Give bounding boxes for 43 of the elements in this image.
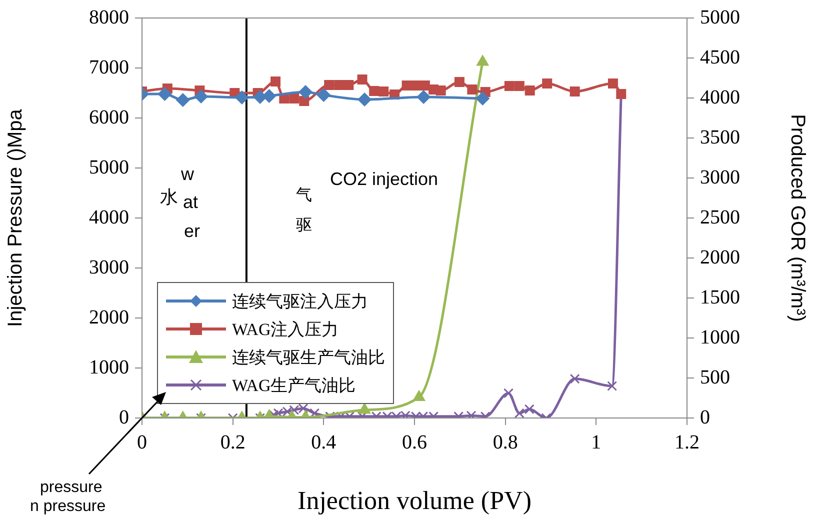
y2-tick-label: 4000 [700, 86, 740, 108]
annotation: at [183, 192, 198, 212]
x-tick-label: 1 [591, 431, 602, 454]
y-axis-title: Injection Pressure ()Mpa [4, 108, 27, 327]
x-tick-label: 0 [137, 431, 147, 454]
x-tick-label: 0.4 [311, 431, 336, 454]
y2-tick-label: 3000 [700, 166, 740, 188]
y2-tick-label: 5000 [700, 6, 740, 28]
y2-axis-title: Produced GOR (m³/m³) [786, 114, 808, 322]
y2-tick-label: 0 [700, 406, 710, 428]
y2-tick-label: 2000 [700, 246, 740, 268]
y2-tick-label: 1500 [700, 286, 740, 308]
legend-label: 连续气驱注入压力 [232, 290, 368, 312]
legend-label: WAG注入压力 [232, 318, 339, 340]
x-tick-label: 0.6 [402, 431, 427, 454]
annotation: er [184, 221, 200, 241]
y-tick-label: 4000 [89, 206, 129, 228]
annotation: 气 [296, 187, 312, 204]
annotation: 水 [160, 187, 178, 207]
y-tick-label: 2000 [89, 306, 129, 328]
y-tick-label: 8000 [89, 6, 129, 28]
x-axis-title: Injection volume (PV) [298, 486, 532, 516]
x-tick-label: 1.2 [674, 431, 700, 454]
legend-label: 连续气驱生产气油比 [232, 346, 385, 368]
y2-tick-label: 4500 [700, 46, 740, 68]
y2-tick-label: 2500 [700, 206, 740, 228]
y-tick-label: 5000 [89, 156, 129, 178]
y-tick-label: 0 [119, 406, 129, 428]
y-tick-label: 1000 [89, 356, 129, 378]
y-tick-label: 7000 [89, 56, 129, 78]
text: n pressure [30, 498, 106, 515]
y-tick-label: 3000 [89, 256, 129, 278]
y2-tick-label: 3500 [700, 126, 740, 148]
annotation: w [181, 164, 194, 184]
annotation: 驱 [296, 217, 312, 234]
legend-label: WAG生产气油比 [232, 374, 356, 396]
x-tick-label: 0.8 [492, 431, 518, 454]
y-tick-label: 6000 [89, 106, 129, 128]
text: pressure [40, 479, 102, 496]
y2-tick-label: 500 [700, 366, 730, 388]
y2-tick-label: 1000 [700, 326, 740, 348]
x-tick-label: 0.2 [220, 431, 246, 454]
annotation: CO2 injection [330, 169, 438, 189]
